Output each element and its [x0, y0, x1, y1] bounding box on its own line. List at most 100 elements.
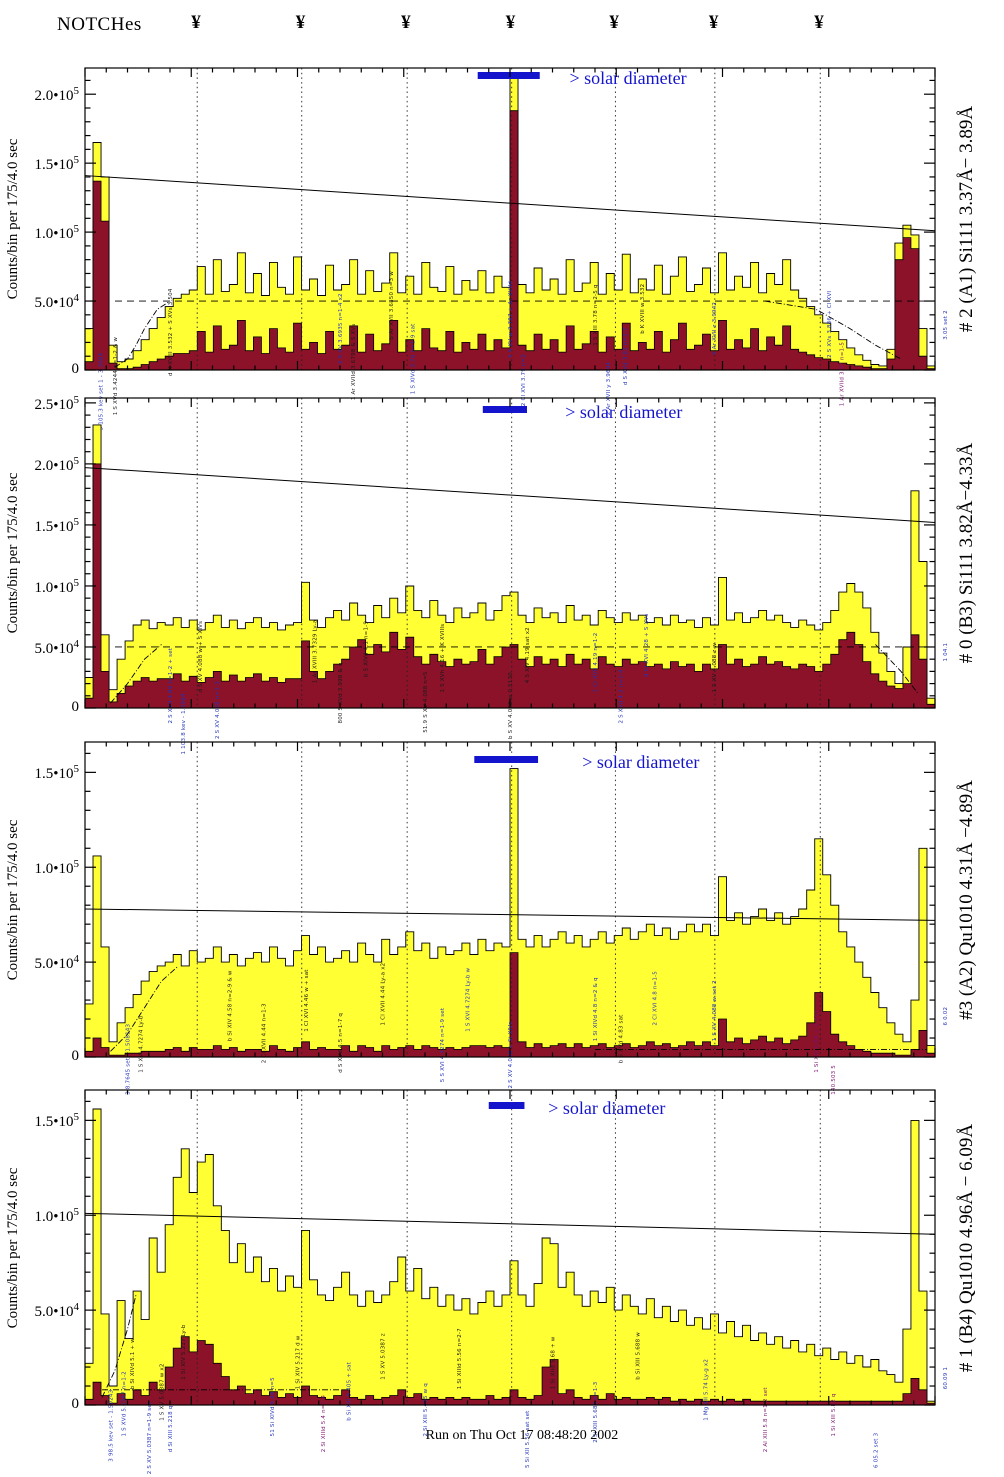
spectral-line-annotation: b S XV 4.088 w 0.5130 — [508, 672, 514, 739]
spectral-line-annotation: b Si XIV 4.58 n=2-9 & w — [228, 970, 234, 1041]
spectral-line-annotation: b Si XIVd 5.1 + w — [130, 1338, 136, 1389]
spectral-line-annotation: 1 S XVh 4.16 + K XVIIIs — [440, 624, 446, 693]
spectral-line-annotation: 800 S XVd 3.998 & q — [338, 662, 344, 723]
spectral-line-annotation: 1 Cl XVII 4.19 n=1-2 — [593, 633, 599, 693]
spectral-line-annotation: b Si XIII 5.405 + sat — [347, 1361, 353, 1420]
spectral-line-annotation: 1 Ar XVIII 3.7329 Ly-a — [313, 620, 319, 684]
spectral-line-annotation: 2 S XVd 4.3 n=1-4 — [619, 669, 625, 724]
axis-frame — [84, 397, 936, 709]
spectral-line-annotation: 1 Si XIId 5.68 + w — [551, 1336, 557, 1389]
spectral-line-annotation: d S XV 4.088 w + S XIVs — [198, 621, 204, 693]
y-tick-label: 1.5•105 — [34, 515, 79, 535]
spectral-line-annotation: 2 Cl XVI 4.8 n=1-5 — [653, 971, 659, 1026]
spectral-line-annotation: 1 S XV 4.088 z w — [712, 643, 718, 693]
spectral-line-annotation: 5 S XVI 4.7274 n=1-9 set — [440, 1007, 446, 1082]
panel-b3-plot-area: > solar diameter 2 S XVd 3.89 n=1-2 + set… — [84, 397, 949, 755]
spectral-line-annotation: 1 Si XIII 4.88 + S XVs — [814, 1010, 820, 1073]
spectral-line-annotation: 2 Ar XVII y 3.9694 — [606, 362, 612, 416]
spectral-line-annotation: 1 Si XIV 5.217 d w — [296, 1335, 302, 1389]
solar-diameter-legend-label: > solar diameter — [570, 68, 687, 88]
spectral-line-annotation: 51.9 S XV 4.088 n=5 — [423, 671, 429, 733]
spectral-line-annotation: 1 S XIVd 3.76 n=1-9 sat — [410, 323, 416, 394]
trend-line — [84, 467, 936, 523]
trend-line — [84, 1212, 936, 1235]
line-annotations: 3 8.7645 set - 1.508143 1 S XVI 4.7274 Ly… — [126, 963, 950, 1095]
spectral-line-annotation: 5 S XV w 3.787 + Ar XVIId — [508, 281, 514, 358]
spectral-line-annotation: 2 S XV 4.088 + Si XIVs — [508, 1022, 514, 1089]
line-annotations: 3 105.3 kev set 1 - 3.3084 1 S XVd 3.4244… — [98, 271, 949, 431]
solar-diameter-bar — [488, 1102, 525, 1109]
spectral-line-annotation: 2 S XVd 3.89 n=1-2 + set — [168, 647, 174, 723]
solar-diameter-legend-label: > solar diameter — [565, 402, 682, 422]
panel-channel-b4: Counts/bin per 175/4.0 sec > solar diame… — [0, 1089, 1004, 1474]
notch-marker: ¥ — [191, 12, 201, 33]
run-timestamp: Run on Thu Oct 17 08:48:20 2002 — [425, 1428, 619, 1443]
attenuation-curve — [101, 1294, 137, 1398]
solar-diameter-bar — [474, 756, 539, 763]
spectral-line-annotation: 1 Cl XVII 4.44 Ly-a x2 — [381, 963, 387, 1026]
y-tick-label: 2.5•105 — [34, 393, 79, 413]
spectral-line-annotation: 3 8.7645 set - 1.508143 — [126, 1024, 132, 1095]
background-counts-histogram — [84, 1336, 936, 1406]
y-tick-label: 1.5•105 — [34, 1111, 79, 1131]
attenuation-curve — [114, 300, 171, 368]
spectral-line-annotation: 2 S XV 5.0387 n=1-9 set — [147, 1401, 153, 1474]
attenuation-curve — [764, 300, 902, 360]
channel-label-a1: # 2 (A1) Si111 3.37Å− 3.89Å — [956, 105, 977, 333]
axis-frame — [84, 1089, 936, 1406]
solar-diameter-bar — [482, 406, 527, 413]
solar-diameter-legend-label: > solar diameter — [548, 1098, 665, 1118]
line-annotations: 2 S XVd 3.89 n=1-2 + set 1 103.8 kev - 1.… — [168, 614, 949, 755]
spectral-line-annotation: b S XIVd 4.1 n=1-9 — [364, 621, 370, 677]
y-tick-label: 1.0•105 — [34, 1206, 79, 1226]
spectral-line-annotation: 6 05.2 set 3 — [874, 1432, 880, 1468]
channel-label-b4: # 1 (B4) Qu1010 4.96Å − 6.09Å — [956, 1123, 977, 1372]
spectral-line-annotation: 5 Si XII 5.56 sat set — [525, 1410, 531, 1468]
spectral-line-annotation: 1 S XV 4.088 w set 2 — [712, 980, 718, 1041]
spectral-line-annotation: 2 S XVs 3.886 + Cl XVI — [827, 291, 833, 358]
panel-b4-plot-area: > solar diameter 3 98.5 kev set - 1.50243… — [84, 1089, 949, 1474]
spectral-line-annotation: b K XVIII w 3.532 — [640, 284, 646, 334]
spectral-line-annotation: d K XVIII 3.532 + S XVs 3.504 — [168, 288, 174, 376]
background-counts-histogram — [84, 463, 936, 709]
y-tick-label: 2.0•105 — [34, 454, 79, 474]
spectral-line-annotation: 1 103.8 kev - 1.3984 — [181, 693, 187, 754]
notch-marker: ¥ — [505, 12, 516, 33]
y-tick-label: 1.0•105 — [34, 858, 79, 878]
attenuation-curve — [110, 644, 162, 704]
spectral-line-annotation: 1 04.1 — [943, 643, 949, 662]
spectral-line-annotation: 1 Ar XVII z 3.9942 — [712, 302, 718, 355]
spectral-line-annotation: d S XVd 3.82 n=1-7 — [623, 327, 629, 385]
spectral-line-annotation: 1 S XV 5.0387 z — [381, 1333, 387, 1380]
notch-marker: ¥ — [609, 12, 619, 33]
y-tick-label: 5.0•104 — [34, 953, 79, 973]
trend-line — [84, 175, 936, 232]
axis-frame — [84, 67, 936, 371]
spectral-line-annotation: 3 105.3 kev set 1 - 3.3084 — [98, 352, 104, 430]
notch-marker: ¥ — [708, 12, 719, 33]
y-tick-label: 5.0•104 — [34, 637, 79, 657]
spectral-line-annotation: d Si XIII 5.218 q — [168, 1406, 174, 1453]
total-counts-histogram — [84, 768, 936, 1058]
line-annotations: 3 98.5 kev set - 1.50243 1 S XVd 5.0387 n… — [109, 1324, 950, 1474]
channel-label-a2: #3 (A2) Qu1010 4.31Å −4.89Å — [956, 779, 977, 1020]
notch-marker: ¥ — [401, 12, 411, 33]
y-axis-label: Counts/bin per 175/4.0 sec — [5, 1167, 21, 1328]
spectral-line-annotation: 1 Si XIIId 5.56 n=2-7 — [457, 1328, 463, 1389]
spectral-line-annotation: 2 S XV 4.088 n=1-3 — [215, 681, 221, 739]
spectral-line-annotation: b S XVd 4.83 sat — [619, 1014, 625, 1063]
spectral-line-annotation: 1 Mg XII 5.74 Ly-g x2 — [704, 1359, 710, 1421]
y-tick-label: 0 — [71, 1048, 80, 1064]
spectral-line-annotation: 2 Cl XVII 4.44 n=1-3 — [262, 1003, 268, 1063]
attenuation-curve — [110, 965, 179, 1052]
spectral-line-annotation: 2 Si XIII 5.688 n=1-3 — [593, 1381, 599, 1442]
y-tick-label: 5.0•104 — [34, 1301, 79, 1321]
y-tick-label: 1.5•105 — [34, 154, 79, 174]
spectral-line-annotation: 1 S XVd 3.4244 n=1-2 & w — [113, 337, 119, 416]
notches-title: NOTCHes — [57, 14, 142, 35]
spectral-line-annotation: 51 Si XIVd 5.28 n=5 — [270, 1377, 276, 1437]
solar-diameter-bar — [477, 72, 540, 79]
y-tick-label: 0 — [71, 699, 80, 715]
spectral-line-annotation: b Ar XVII 3.6850 n=3 w — [389, 271, 395, 340]
